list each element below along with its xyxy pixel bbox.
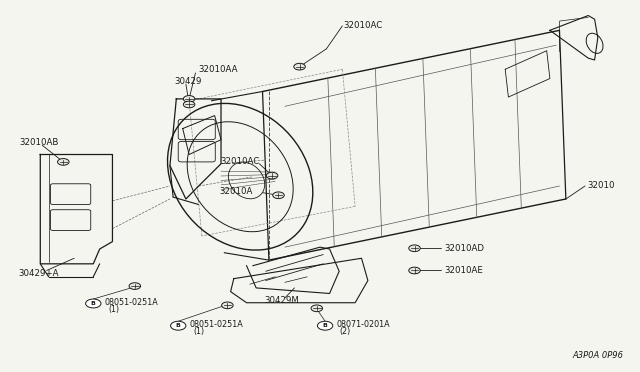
Text: 08051-0251A: 08051-0251A: [189, 321, 243, 330]
Text: 32010AC: 32010AC: [344, 22, 383, 31]
Text: 32010AA: 32010AA: [198, 65, 238, 74]
Circle shape: [129, 283, 141, 289]
Text: 08051-0251A: 08051-0251A: [105, 298, 159, 307]
Text: (2): (2): [340, 327, 351, 336]
Circle shape: [266, 172, 278, 179]
Text: (1): (1): [193, 327, 204, 336]
Circle shape: [183, 96, 195, 102]
Text: 30429+A: 30429+A: [19, 269, 59, 278]
Circle shape: [86, 299, 101, 308]
Text: 32010A: 32010A: [220, 187, 253, 196]
Text: 32010AC: 32010AC: [220, 157, 259, 166]
Text: B: B: [176, 323, 180, 328]
Text: 30429M: 30429M: [264, 296, 299, 305]
Text: A3P0A 0P96: A3P0A 0P96: [572, 351, 623, 360]
Text: 30429: 30429: [174, 77, 202, 86]
Circle shape: [294, 63, 305, 70]
Text: 32010AD: 32010AD: [445, 244, 484, 253]
Text: 08071-0201A: 08071-0201A: [337, 321, 390, 330]
Circle shape: [183, 101, 195, 108]
Circle shape: [221, 302, 233, 309]
Text: B: B: [91, 301, 96, 306]
Text: 32010AB: 32010AB: [20, 138, 60, 147]
Circle shape: [273, 192, 284, 199]
Text: B: B: [323, 323, 328, 328]
Circle shape: [58, 158, 69, 165]
Circle shape: [409, 267, 420, 274]
Circle shape: [171, 321, 186, 330]
Circle shape: [311, 305, 323, 312]
Text: 32010AE: 32010AE: [445, 266, 483, 275]
Text: 32010: 32010: [587, 181, 614, 190]
Text: (1): (1): [108, 305, 119, 314]
Circle shape: [317, 321, 333, 330]
Circle shape: [409, 245, 420, 251]
